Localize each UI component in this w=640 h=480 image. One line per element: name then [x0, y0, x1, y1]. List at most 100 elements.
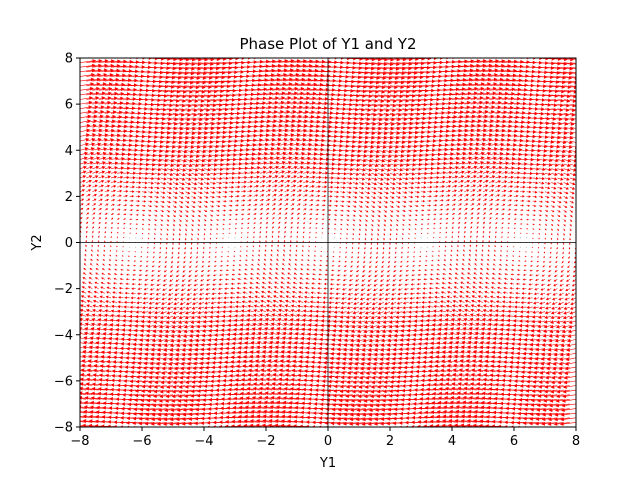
quiver-arrow-934 [147, 233, 150, 235]
quiver-arrow-431 [104, 309, 112, 313]
quiver-arrow-386 [104, 142, 114, 147]
quiver-arrow-311 [98, 114, 110, 119]
quiver-arrow-1146 [154, 375, 167, 380]
quiver-arrow-150 [86, 110, 98, 114]
quiver-arrow-4578 [426, 237, 428, 239]
quiver-arrow-1102 [160, 205, 165, 208]
quiver-arrow-1098 [160, 223, 163, 227]
quiver-arrow-233 [92, 100, 105, 105]
quiver-arrow-350 [98, 309, 105, 313]
quiver-arrow-1083 [155, 292, 161, 296]
quiver-arrow-1145 [154, 380, 167, 385]
quiver-arrow-4741 [439, 231, 441, 234]
quiver-arrow-270 [92, 304, 99, 308]
quiver-arrow-836 [135, 310, 143, 314]
quiver-arrow-299 [98, 170, 106, 174]
quiver-arrow-351 [98, 304, 105, 308]
quiver-arrow-759 [130, 291, 136, 295]
quiver-arrow-364 [103, 244, 106, 248]
quiver-arrow-766 [133, 260, 136, 262]
quiver-arrow-1014 [153, 237, 156, 240]
quiver-arrow-381 [104, 165, 112, 170]
quiver-arrow-779 [135, 199, 140, 203]
quiver-arrow-840 [137, 292, 143, 295]
quiver-arrow-605 [121, 255, 124, 257]
quiver-arrow-372 [104, 208, 109, 211]
quiver-arrow-778 [135, 204, 140, 207]
quiver-arrow-1190 [166, 172, 174, 177]
quiver-arrow-266 [90, 322, 99, 327]
quiver-arrow-4660 [433, 232, 435, 234]
quiver-arrow-440 [108, 268, 112, 271]
quiver-arrow-923 [144, 283, 149, 286]
quiver-arrow-873 [141, 139, 152, 144]
quiver-arrow-844 [138, 274, 143, 277]
quiver-arrow-53 [80, 184, 86, 188]
quiver-arrow-1016 [154, 228, 157, 231]
quiver-arrow-265 [90, 327, 99, 331]
quiver-arrow-267 [91, 317, 99, 322]
quiver-arrow-615 [123, 208, 127, 211]
quiver-arrow-709 [129, 148, 139, 152]
quiver-arrow-208 [92, 217, 95, 220]
quiver-arrow-184 [84, 327, 93, 331]
quiver-arrow-4656 [432, 250, 434, 253]
quiver-arrow-182 [83, 336, 93, 340]
quiver-arrow-453 [110, 208, 115, 211]
quiver-arrow-2067 [234, 237, 236, 239]
quiver-arrow-58 [80, 161, 88, 165]
quiver-arrow-710 [129, 143, 139, 148]
quiver-arrow-126 [85, 221, 89, 225]
quiver-arrow-4417 [414, 232, 417, 235]
quiver-arrow-375 [104, 194, 110, 197]
quiver-arrow-788 [135, 157, 144, 162]
quiver-arrow-457 [110, 189, 116, 193]
quiver-arrow-288 [98, 221, 101, 225]
quiver-arrow-1074 [152, 333, 161, 338]
quiver-arrow-300 [98, 165, 106, 170]
quiver-arrow-519 [113, 277, 118, 280]
quiver-arrow-781 [135, 190, 141, 194]
quiver-arrow-511 [110, 313, 118, 318]
quiver-arrow-874 [141, 134, 152, 139]
quiver-arrow-131 [86, 198, 91, 202]
quiver-arrow-354 [99, 290, 105, 294]
quiver-arrow-517 [112, 286, 118, 290]
quiver-arrow-1015 [154, 233, 156, 236]
quiver-arrow-612 [123, 222, 126, 225]
quiver-arrow-784 [135, 176, 142, 180]
quiver-arrow-115 [82, 272, 87, 276]
quiver-arrow-1189 [166, 177, 173, 181]
quiver-arrow-611 [123, 227, 126, 230]
quiver-arrow-839 [136, 296, 143, 300]
quiver-arrow-1199 [166, 131, 177, 135]
quiver-arrow-1103 [160, 200, 165, 204]
quiver-arrow-234 [92, 96, 106, 100]
quiver-arrow-539 [117, 185, 123, 189]
quiver-arrow-1182 [166, 209, 171, 213]
quiver-arrow-610 [123, 232, 125, 234]
quiver-arrow-293 [98, 198, 103, 202]
quiver-arrow-1029 [154, 167, 162, 172]
quiver-arrow-120 [84, 249, 87, 252]
quiver-arrow-1024 [154, 191, 160, 194]
quiver-arrow-282 [97, 249, 100, 252]
quiver-arrow-441 [108, 263, 112, 266]
quiver-arrow-3117 [314, 250, 316, 252]
quiver-arrow-459 [110, 180, 117, 184]
quiver-arrow-949 [148, 162, 156, 167]
quiver-arrow-1089 [158, 265, 161, 268]
quiver-arrow-616 [123, 204, 128, 207]
quiver-arrow-606 [122, 250, 124, 253]
quiver-arrow-707 [129, 157, 138, 162]
quiver-arrow-1153 [157, 343, 167, 348]
quiver-arrow-464 [110, 156, 119, 161]
quiver-arrow-4413 [413, 251, 415, 253]
quiver-arrow-855 [141, 223, 145, 226]
quiver-arrow-142 [86, 147, 95, 151]
quiver-arrow-1027 [154, 177, 161, 181]
quiver-arrow-623 [123, 171, 130, 175]
quiver-arrow-391 [104, 119, 116, 124]
quiver-arrow-597 [118, 291, 124, 295]
